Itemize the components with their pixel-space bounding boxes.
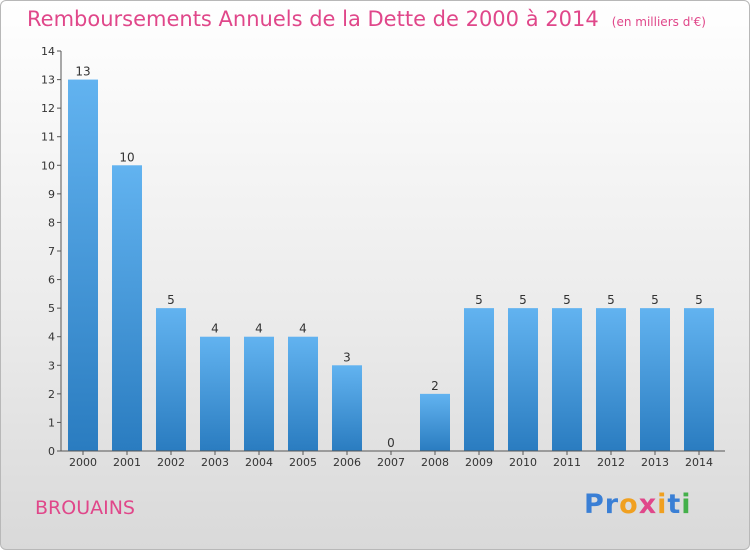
x-tick-label: 2003 xyxy=(201,456,229,469)
bar xyxy=(288,336,318,451)
data-label: 5 xyxy=(563,293,571,307)
proxiti-logo: Proxiti xyxy=(584,489,692,520)
y-tick-label: 14 xyxy=(41,45,55,58)
x-tick-label: 2004 xyxy=(245,456,273,469)
x-tick-label: 2011 xyxy=(553,456,581,469)
x-tick-label: 2012 xyxy=(597,456,625,469)
x-tick-label: 2000 xyxy=(69,456,97,469)
bar xyxy=(420,393,450,451)
commune-name: BROUAINS xyxy=(35,497,135,519)
x-tick-label: 2014 xyxy=(685,456,713,469)
data-label: 5 xyxy=(475,293,483,307)
bar xyxy=(332,365,362,451)
x-tick-label: 2008 xyxy=(421,456,449,469)
y-tick-label: 13 xyxy=(41,74,55,87)
y-tick-label: 5 xyxy=(48,302,55,315)
data-label: 5 xyxy=(167,293,175,307)
labels-group: 1320001020015200242003420044200532006020… xyxy=(41,45,713,469)
bar xyxy=(508,308,538,451)
data-label: 2 xyxy=(431,379,439,393)
y-tick-label: 2 xyxy=(48,388,55,401)
data-label: 0 xyxy=(387,436,395,450)
x-tick-label: 2010 xyxy=(509,456,537,469)
logo-letter: i xyxy=(657,489,668,520)
bar xyxy=(156,308,186,451)
y-tick-label: 12 xyxy=(41,102,55,115)
bar xyxy=(244,336,274,451)
y-tick-label: 9 xyxy=(48,188,55,201)
bar xyxy=(112,165,142,452)
bar xyxy=(684,308,714,451)
data-label: 4 xyxy=(255,322,263,336)
chart-unit: (en milliers d'€) xyxy=(611,15,706,29)
y-tick-label: 0 xyxy=(48,445,55,458)
x-tick-label: 2002 xyxy=(157,456,185,469)
y-tick-label: 11 xyxy=(41,131,55,144)
data-label: 13 xyxy=(75,65,90,79)
y-tick-label: 3 xyxy=(48,359,55,372)
data-label: 4 xyxy=(211,322,219,336)
x-tick-label: 2006 xyxy=(333,456,361,469)
bar xyxy=(464,308,494,451)
chart-title: Remboursements Annuels de la Dette de 20… xyxy=(27,7,599,31)
y-tick-label: 10 xyxy=(41,159,55,172)
bar xyxy=(68,79,98,452)
axes-group xyxy=(57,50,725,455)
bars-group xyxy=(68,79,714,452)
x-tick-label: 2013 xyxy=(641,456,669,469)
y-tick-label: 8 xyxy=(48,216,55,229)
bar xyxy=(552,308,582,451)
x-tick-label: 2005 xyxy=(289,456,317,469)
data-label: 5 xyxy=(519,293,527,307)
data-label: 5 xyxy=(607,293,615,307)
logo-letter: P xyxy=(584,489,605,520)
data-label: 5 xyxy=(695,293,703,307)
logo-letter: o xyxy=(619,489,639,520)
x-tick-label: 2007 xyxy=(377,456,405,469)
chart-header: Remboursements Annuels de la Dette de 20… xyxy=(27,7,706,31)
data-label: 4 xyxy=(299,322,307,336)
bar xyxy=(596,308,626,451)
data-label: 3 xyxy=(343,350,351,364)
y-tick-label: 6 xyxy=(48,274,55,287)
logo-letter: t xyxy=(667,489,682,520)
bar xyxy=(640,308,670,451)
bar xyxy=(200,336,230,451)
y-tick-label: 1 xyxy=(48,416,55,429)
logo-letter: r xyxy=(604,489,620,520)
x-tick-label: 2009 xyxy=(465,456,493,469)
logo-letter: x xyxy=(638,489,658,520)
x-tick-label: 2001 xyxy=(113,456,141,469)
y-tick-label: 7 xyxy=(48,245,55,258)
y-tick-label: 4 xyxy=(48,331,55,344)
data-label: 5 xyxy=(651,293,659,307)
logo-letter: i xyxy=(681,489,692,520)
data-label: 10 xyxy=(119,150,134,164)
